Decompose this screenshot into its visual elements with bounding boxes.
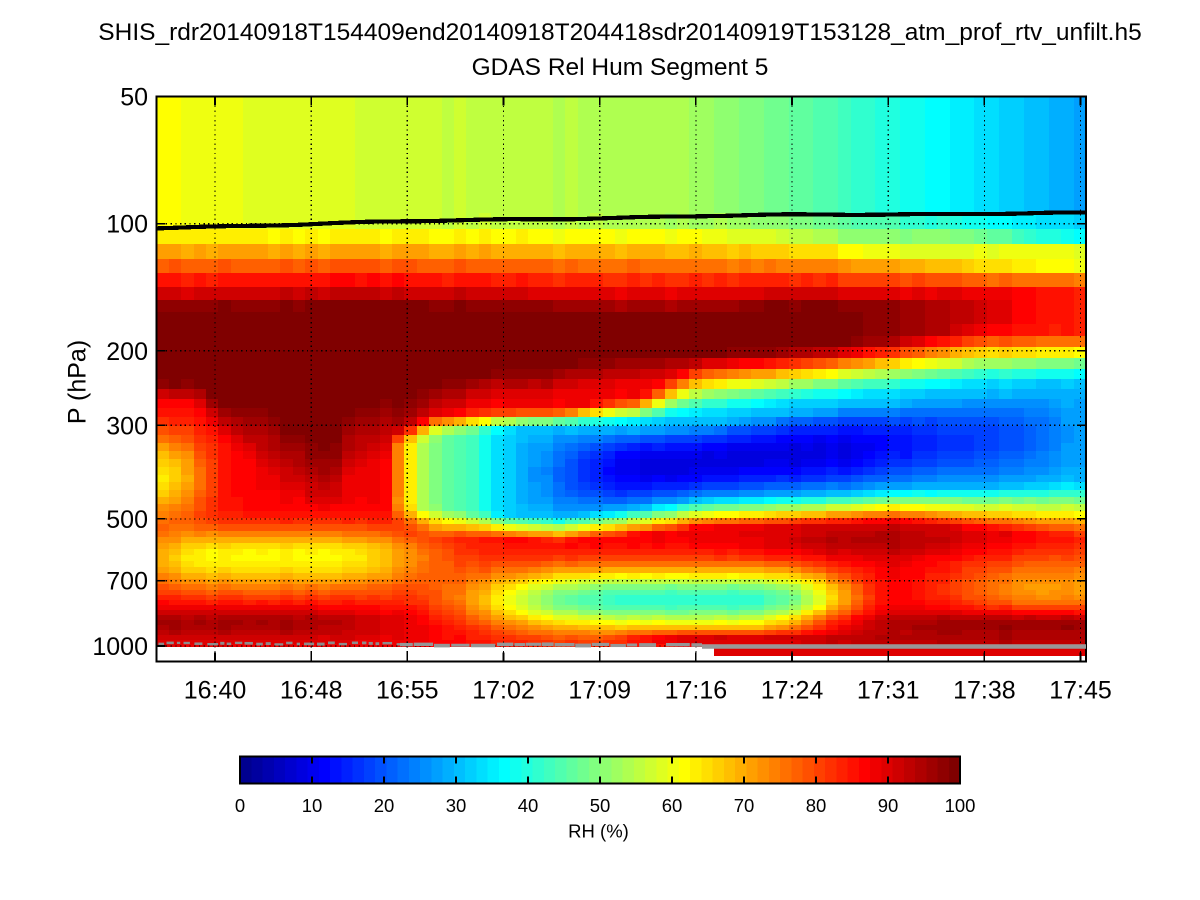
svg-text:17:45: 17:45	[1049, 676, 1112, 704]
svg-text:16:48: 16:48	[280, 676, 343, 704]
svg-text:100: 100	[106, 211, 148, 239]
svg-text:SHIS_rdr20140918T154409end2014: SHIS_rdr20140918T154409end20140918T20441…	[98, 19, 1141, 46]
svg-text:10: 10	[302, 795, 323, 816]
svg-text:16:40: 16:40	[184, 676, 247, 704]
svg-text:90: 90	[878, 795, 899, 816]
svg-text:50: 50	[590, 795, 611, 816]
svg-text:40: 40	[518, 795, 539, 816]
svg-text:RH (%): RH (%)	[568, 821, 629, 842]
svg-text:17:02: 17:02	[472, 676, 535, 704]
svg-text:50: 50	[120, 84, 148, 112]
svg-text:1000: 1000	[92, 633, 148, 661]
svg-text:100: 100	[945, 795, 976, 816]
svg-text:60: 60	[662, 795, 683, 816]
svg-text:200: 200	[106, 338, 148, 366]
svg-text:500: 500	[106, 506, 148, 534]
svg-text:300: 300	[106, 412, 148, 440]
svg-text:P (hPa): P (hPa)	[64, 340, 92, 424]
svg-text:17:31: 17:31	[857, 676, 920, 704]
svg-text:0: 0	[235, 795, 245, 816]
svg-text:70: 70	[734, 795, 755, 816]
svg-text:GDAS Rel Hum Segment 5: GDAS Rel Hum Segment 5	[472, 54, 769, 81]
svg-text:16:55: 16:55	[376, 676, 439, 704]
svg-text:17:16: 17:16	[665, 676, 728, 704]
svg-text:17:24: 17:24	[761, 676, 824, 704]
svg-text:20: 20	[374, 795, 395, 816]
svg-text:80: 80	[806, 795, 827, 816]
svg-text:30: 30	[446, 795, 467, 816]
svg-text:700: 700	[106, 568, 148, 596]
svg-text:17:09: 17:09	[568, 676, 631, 704]
svg-text:17:38: 17:38	[953, 676, 1016, 704]
